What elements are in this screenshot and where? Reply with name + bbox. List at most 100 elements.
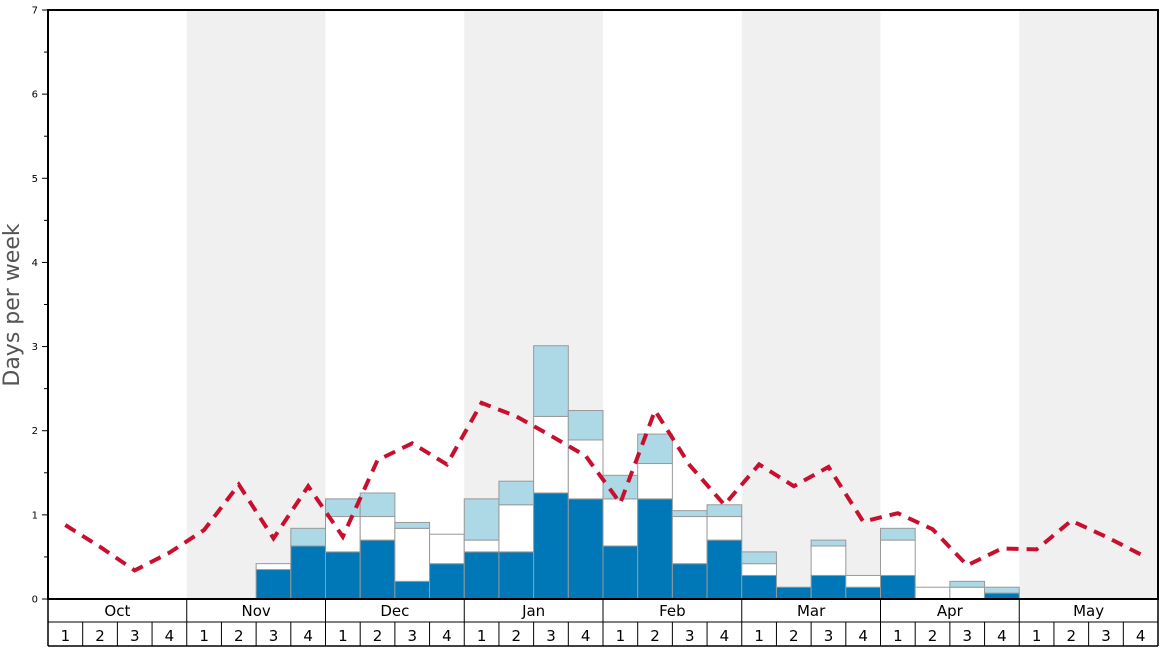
bar-bottom xyxy=(637,498,673,600)
bar-bottom xyxy=(325,551,361,600)
bar-middle xyxy=(671,516,708,565)
week-label: 2 xyxy=(373,627,383,645)
bar-bottom xyxy=(880,574,916,600)
month-bands xyxy=(186,10,1158,599)
bar-middle xyxy=(637,463,673,500)
bar-top xyxy=(706,504,743,518)
bar-bottom xyxy=(290,545,326,600)
week-label: 1 xyxy=(477,627,487,645)
bars xyxy=(255,345,1020,600)
week-label: 3 xyxy=(824,627,834,645)
bar-top xyxy=(359,492,396,518)
week-label: 2 xyxy=(789,627,799,645)
week-label: 2 xyxy=(650,627,660,645)
bar-bottom xyxy=(741,574,777,600)
month-label: Dec xyxy=(380,602,409,620)
bar-bottom xyxy=(602,545,639,600)
month-label: Feb xyxy=(659,602,686,620)
bar-top xyxy=(567,410,604,441)
week-label: 3 xyxy=(546,627,556,645)
week-label: 1 xyxy=(338,627,348,645)
y-tick-label: 0 xyxy=(32,595,38,606)
bar-middle xyxy=(359,516,396,541)
bar-bottom xyxy=(463,551,500,600)
week-label: 3 xyxy=(685,627,695,645)
week-label: 3 xyxy=(962,627,972,645)
month-label: Nov xyxy=(241,602,270,620)
week-label: 1 xyxy=(893,627,903,645)
y-tick-label: 3 xyxy=(32,342,38,353)
bar-bottom xyxy=(810,574,847,600)
week-label: 4 xyxy=(165,627,175,645)
week-label: 3 xyxy=(1101,627,1111,645)
week-label: 1 xyxy=(754,627,764,645)
week-label: 1 xyxy=(199,627,209,645)
week-label: 4 xyxy=(442,627,452,645)
week-label: 3 xyxy=(269,627,279,645)
week-label: 2 xyxy=(234,627,244,645)
y-axis: 0 1 2 3 4 5 6 7 xyxy=(32,6,48,606)
bar-middle xyxy=(394,527,431,582)
month-band xyxy=(186,10,326,599)
week-label: 3 xyxy=(130,627,140,645)
week-label: 2 xyxy=(928,627,938,645)
bar-middle xyxy=(463,539,500,553)
week-label: 4 xyxy=(858,627,868,645)
y-tick-label: 7 xyxy=(32,6,38,17)
week-label: 4 xyxy=(720,627,730,645)
week-label: 1 xyxy=(61,627,71,645)
bar-top xyxy=(949,580,986,588)
bar-bottom xyxy=(671,563,708,600)
y-tick-label: 5 xyxy=(32,174,38,185)
bar-bottom xyxy=(429,563,465,600)
y-tick-label: 6 xyxy=(32,90,38,101)
week-label: 1 xyxy=(616,627,626,645)
week-label: 4 xyxy=(1136,627,1146,645)
bar-middle xyxy=(845,574,881,588)
bar-bottom xyxy=(845,586,881,600)
bar-top xyxy=(533,345,569,417)
bar-middle xyxy=(498,504,535,553)
bar-top xyxy=(325,498,361,518)
bar-bottom xyxy=(255,569,292,600)
x-axis: Oct 1 2 3 4 Nov 1 2 3 4 Dec 1 2 3 4 Jan 1 2 3 4 Feb 1 2 3 4 Mar 1 2… xyxy=(47,599,1159,647)
bar-middle xyxy=(255,563,292,571)
bar-top xyxy=(602,474,639,500)
bar-top xyxy=(880,527,916,541)
y-axis-label: Days per week xyxy=(0,223,25,386)
bar-middle xyxy=(741,563,777,576)
y-tick-label: 1 xyxy=(32,510,38,521)
bar-top xyxy=(741,551,777,565)
bar-bottom xyxy=(533,492,569,600)
bar-bottom xyxy=(775,586,812,600)
bar-bottom xyxy=(359,539,396,600)
month-band xyxy=(741,10,881,599)
week-label: 4 xyxy=(581,627,591,645)
week-label: 3 xyxy=(407,627,417,645)
week-label: 1 xyxy=(1032,627,1042,645)
bar-middle xyxy=(429,533,465,565)
bar-top xyxy=(463,498,500,541)
week-label: 2 xyxy=(95,627,105,645)
plot-frame xyxy=(47,9,1159,600)
bar-top xyxy=(394,521,431,529)
week-label: 4 xyxy=(303,627,313,645)
bar-middle xyxy=(914,586,951,600)
week-label: 4 xyxy=(997,627,1007,645)
month-label: Oct xyxy=(104,602,130,620)
month-label: Mar xyxy=(797,602,826,620)
y-tick-label: 2 xyxy=(32,426,38,437)
bar-bottom xyxy=(706,539,743,600)
bar-top xyxy=(498,480,535,506)
bar-middle xyxy=(880,539,916,576)
month-label: Jan xyxy=(521,602,545,620)
bar-middle xyxy=(602,498,639,547)
y-tick-label: 4 xyxy=(32,258,38,269)
bar-bottom xyxy=(498,551,535,600)
bar-middle xyxy=(810,545,847,576)
bar-top xyxy=(671,510,708,518)
dashed-line xyxy=(64,400,1142,573)
week-label: 2 xyxy=(512,627,522,645)
bar-middle xyxy=(949,586,986,600)
